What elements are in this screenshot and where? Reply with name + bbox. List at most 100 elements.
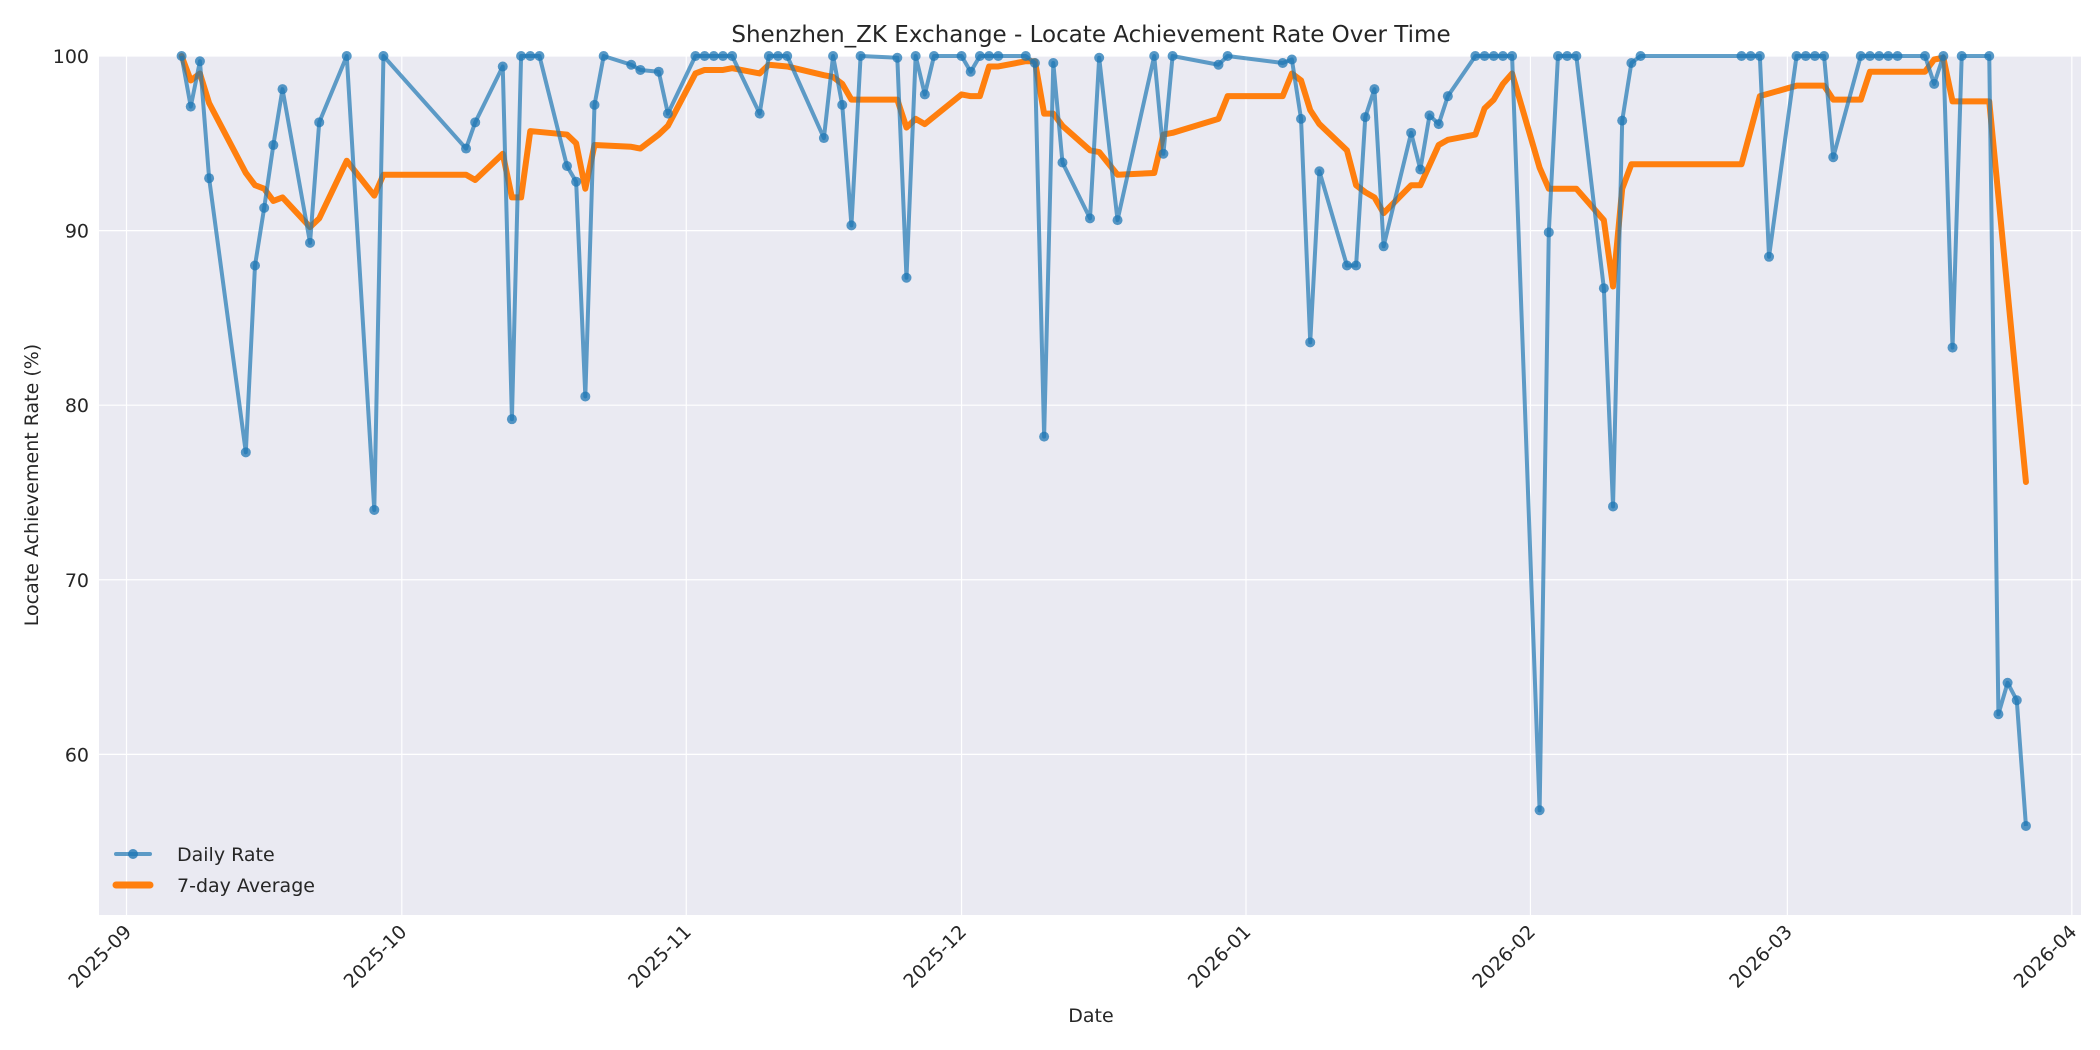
legend-label-daily: Daily Rate xyxy=(177,844,275,866)
daily-marker xyxy=(516,51,527,61)
daily-marker xyxy=(1369,84,1380,95)
daily-marker xyxy=(1112,215,1123,226)
daily-marker xyxy=(1864,51,1875,61)
daily-marker xyxy=(919,89,930,100)
daily-marker xyxy=(1277,57,1288,68)
daily-marker xyxy=(470,117,481,128)
daily-marker xyxy=(249,260,260,271)
x-tick-label: 2026-04 xyxy=(2010,921,2082,993)
daily-marker xyxy=(2002,677,2013,688)
daily-marker xyxy=(1754,51,1765,61)
daily-marker xyxy=(1745,51,1756,61)
daily-marker xyxy=(497,61,508,72)
x-tick-label: 2026-03 xyxy=(1725,921,1797,993)
daily-marker xyxy=(1158,148,1169,159)
x-tick-label: 2025-10 xyxy=(340,921,412,993)
daily-marker xyxy=(506,414,517,425)
y-tick-label: 90 xyxy=(65,221,89,243)
daily-marker xyxy=(1094,52,1105,63)
daily-marker xyxy=(240,447,251,458)
daily-marker xyxy=(1543,227,1554,238)
daily-marker xyxy=(1929,78,1940,89)
x-tick-label: 2025-12 xyxy=(899,921,971,993)
daily-marker xyxy=(598,51,609,61)
daily-marker xyxy=(2011,695,2022,706)
daily-marker xyxy=(1167,51,1178,61)
daily-marker xyxy=(1791,51,1802,61)
daily-marker xyxy=(828,51,839,61)
daily-marker xyxy=(561,160,572,171)
daily-marker xyxy=(993,51,1004,61)
daily-marker xyxy=(1920,51,1931,61)
daily-marker xyxy=(1296,113,1307,124)
daily-marker xyxy=(314,117,325,128)
daily-marker xyxy=(1608,501,1619,512)
daily-marker xyxy=(773,51,784,61)
daily-marker xyxy=(1488,51,1499,61)
daily-marker xyxy=(277,84,288,95)
daily-marker xyxy=(268,140,279,151)
daily-marker xyxy=(1497,51,1508,61)
y-tick-label: 70 xyxy=(65,570,89,592)
daily-marker xyxy=(1406,127,1417,138)
daily-marker xyxy=(1883,51,1894,61)
daily-marker xyxy=(910,51,921,61)
x-tick-label: 2025-09 xyxy=(64,921,136,993)
daily-marker xyxy=(1020,51,1031,61)
daily-marker xyxy=(2020,820,2031,831)
daily-marker xyxy=(965,66,976,77)
daily-marker xyxy=(929,51,940,61)
daily-marker xyxy=(1947,342,1958,353)
daily-marker xyxy=(1415,164,1426,175)
daily-marker xyxy=(1048,57,1059,68)
daily-marker xyxy=(690,51,701,61)
chart-title: Shenzhen_ZK Exchange - Locate Achievemen… xyxy=(731,22,1450,48)
daily-marker xyxy=(1057,157,1068,168)
daily-marker xyxy=(1039,431,1050,442)
daily-marker xyxy=(984,51,995,61)
daily-marker xyxy=(525,51,536,61)
daily-marker xyxy=(1085,213,1095,224)
y-tick-label: 80 xyxy=(65,395,89,417)
daily-marker xyxy=(1828,152,1839,163)
daily-marker xyxy=(763,51,774,61)
daily-marker xyxy=(1855,51,1866,61)
daily-marker xyxy=(369,504,380,515)
daily-marker xyxy=(846,220,857,231)
daily-marker xyxy=(571,176,582,187)
daily-marker xyxy=(1149,51,1160,61)
daily-marker xyxy=(534,51,545,61)
x-axis-ticks: 2025-09 2025-10 2025-11 2025-12 2026-01 2026-… xyxy=(64,921,2081,993)
daily-marker xyxy=(708,51,719,61)
daily-marker xyxy=(580,391,591,402)
daily-marker xyxy=(1314,166,1325,177)
grid-lines xyxy=(99,55,2081,915)
daily-marker xyxy=(1479,51,1490,61)
daily-marker xyxy=(901,272,912,283)
daily-marker xyxy=(1562,51,1573,61)
daily-marker xyxy=(1626,57,1637,68)
daily-marker xyxy=(699,51,710,61)
daily-marker xyxy=(1029,57,1040,68)
x-tick-label: 2026-01 xyxy=(1184,921,1256,993)
daily-marker xyxy=(589,99,600,110)
daily-marker xyxy=(1424,110,1435,121)
daily-marker xyxy=(837,99,848,110)
daily-marker xyxy=(1598,283,1609,294)
daily-marker xyxy=(1470,51,1481,61)
daily-marker xyxy=(1442,91,1453,102)
daily-marker xyxy=(727,51,738,61)
daily-marker xyxy=(1938,51,1949,61)
daily-marker xyxy=(1360,112,1371,123)
daily-marker xyxy=(855,51,866,61)
series-daily-rate xyxy=(176,51,2031,831)
daily-marker xyxy=(974,51,985,61)
x-tick-label: 2026-02 xyxy=(1468,921,1540,993)
daily-marker xyxy=(818,133,829,144)
daily-marker xyxy=(626,59,637,70)
daily-marker xyxy=(1213,59,1224,70)
daily-marker xyxy=(1507,51,1518,61)
daily-marker xyxy=(1819,51,1830,61)
daily-marker xyxy=(892,52,903,63)
